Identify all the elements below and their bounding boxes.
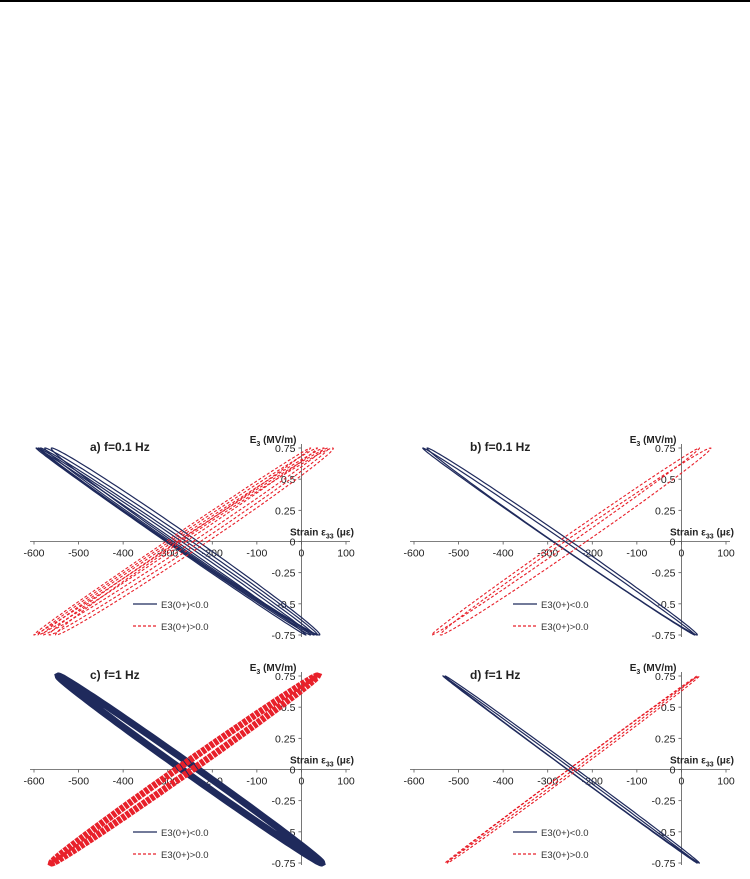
legend: E3(0+)<0.0 E3(0+)>0.0	[513, 828, 589, 861]
legend-label: E3(0+)<0.0	[541, 600, 589, 611]
data-loop	[430, 447, 701, 636]
data-loop	[48, 447, 330, 636]
x-axis-label: Strain ε33 (με)	[670, 528, 734, 541]
series-positive	[47, 672, 323, 867]
data-loop	[444, 675, 698, 864]
y-tick-label: 0.5	[661, 702, 676, 714]
y-tick-label: -0.25	[651, 796, 675, 808]
x-tick-label: -600	[403, 776, 424, 788]
x-axis-label: Strain ε33 (με)	[290, 528, 354, 541]
legend-label: E3(0+)<0.0	[161, 600, 209, 611]
x-axis-label: Strain ε33 (με)	[290, 756, 354, 769]
data-loop	[37, 447, 319, 636]
y-tick-label: 0.75	[275, 443, 296, 455]
y-tick-label: -0.75	[651, 858, 675, 870]
x-tick-label: -600	[403, 548, 424, 560]
y-tick-label: -0.25	[271, 568, 295, 580]
panel-title: d) f=1 Hz	[470, 668, 520, 682]
y-tick-label: 0.25	[655, 505, 676, 517]
y-tick-label: -0.75	[651, 630, 675, 642]
data-loop	[54, 447, 334, 636]
series-negative	[35, 447, 321, 636]
series-positive	[444, 675, 700, 864]
y-tick-label: 0.75	[655, 443, 676, 455]
x-tick-label: -400	[493, 548, 514, 560]
legend-label: E3(0+)<0.0	[541, 828, 589, 839]
series-negative	[422, 447, 699, 636]
x-tick-label: 0	[679, 548, 685, 560]
y-tick-label: -0.25	[271, 796, 295, 808]
top-rule	[0, 0, 750, 2]
data-loop	[47, 672, 323, 867]
y-tick-label: 0	[290, 537, 296, 549]
x-tick-label: -600	[23, 548, 44, 560]
y-tick-label: 0	[670, 537, 676, 549]
y-tick-label: 0.25	[275, 505, 296, 517]
y-tick-label: 0.75	[275, 671, 296, 683]
y-axis-label: E3 (MV/m)	[250, 663, 297, 676]
x-tick-label: 100	[337, 776, 355, 788]
y-tick-label: 0.5	[661, 474, 676, 486]
legend: E3(0+)<0.0 E3(0+)>0.0	[513, 600, 589, 633]
x-tick-label: -500	[448, 776, 469, 788]
legend-label: E3(0+)<0.0	[161, 828, 209, 839]
x-tick-label: -100	[246, 776, 267, 788]
data-loop	[439, 447, 712, 636]
y-tick-label: -0.25	[651, 568, 675, 580]
x-tick-label: -400	[493, 776, 514, 788]
y-tick-label: 0.75	[655, 671, 676, 683]
data-loop	[446, 675, 700, 864]
x-tick-label: -500	[448, 548, 469, 560]
series-positive	[430, 447, 712, 636]
data-loop	[426, 447, 699, 636]
x-tick-label: -100	[626, 548, 647, 560]
x-tick-label: -500	[68, 776, 89, 788]
y-tick-label: 0	[670, 765, 676, 777]
chart-panel-d: -600 -500 -400 -300 -200 -100 0 1000.750.50.250…	[403, 663, 735, 870]
x-tick-label: 0	[299, 548, 305, 560]
x-tick-label: 100	[337, 548, 355, 560]
legend: E3(0+)<0.0 E3(0+)>0.0	[133, 600, 209, 633]
data-loop	[50, 447, 321, 636]
x-tick-label: -400	[113, 776, 134, 788]
y-tick-label: -0.75	[271, 858, 295, 870]
x-tick-label: -600	[23, 776, 44, 788]
x-tick-label: 100	[717, 548, 735, 560]
chart-panel-b: -600 -500 -400 -300 -200 -100 0 1000.750.50.250…	[403, 435, 735, 642]
series-negative	[442, 675, 700, 864]
legend-label: E3(0+)>0.0	[541, 622, 589, 633]
x-tick-label: -500	[68, 548, 89, 560]
y-tick-label: -0.5	[657, 599, 675, 611]
x-tick-label: 0	[679, 776, 685, 788]
chart-panel-c: -600 -500 -400 -300 -200 -100 0 1000.750.50.250…	[23, 663, 355, 870]
data-loop	[41, 447, 325, 636]
panel-title: b) f=0.1 Hz	[470, 440, 530, 454]
x-tick-label: -100	[246, 548, 267, 560]
y-tick-label: 0	[290, 765, 296, 777]
chart-panel-a: -600 -500 -400 -300 -200 -100 0 1000.750.50.250…	[23, 435, 355, 642]
panel-title: c) f=1 Hz	[90, 668, 140, 682]
y-axis-label: E3 (MV/m)	[250, 435, 297, 448]
y-tick-label: 0.25	[655, 733, 676, 745]
x-axis-label: Strain ε33 (με)	[670, 756, 734, 769]
panel-title: a) f=0.1 Hz	[90, 440, 150, 454]
y-tick-label: 0.25	[275, 733, 296, 745]
y-axis-label: E3 (MV/m)	[630, 435, 677, 448]
legend-label: E3(0+)>0.0	[541, 850, 589, 861]
x-tick-label: -200	[582, 548, 603, 560]
x-tick-label: 0	[299, 776, 305, 788]
y-axis-label: E3 (MV/m)	[630, 663, 677, 676]
x-tick-label: 100	[717, 776, 735, 788]
series-positive	[33, 447, 334, 636]
x-tick-label: -100	[626, 776, 647, 788]
legend-label: E3(0+)>0.0	[161, 622, 209, 633]
x-tick-label: -400	[113, 548, 134, 560]
legend-label: E3(0+)>0.0	[161, 850, 209, 861]
y-tick-label: -0.75	[271, 630, 295, 642]
legend: E3(0+)<0.0 E3(0+)>0.0	[133, 828, 209, 861]
data-loop	[444, 675, 700, 864]
